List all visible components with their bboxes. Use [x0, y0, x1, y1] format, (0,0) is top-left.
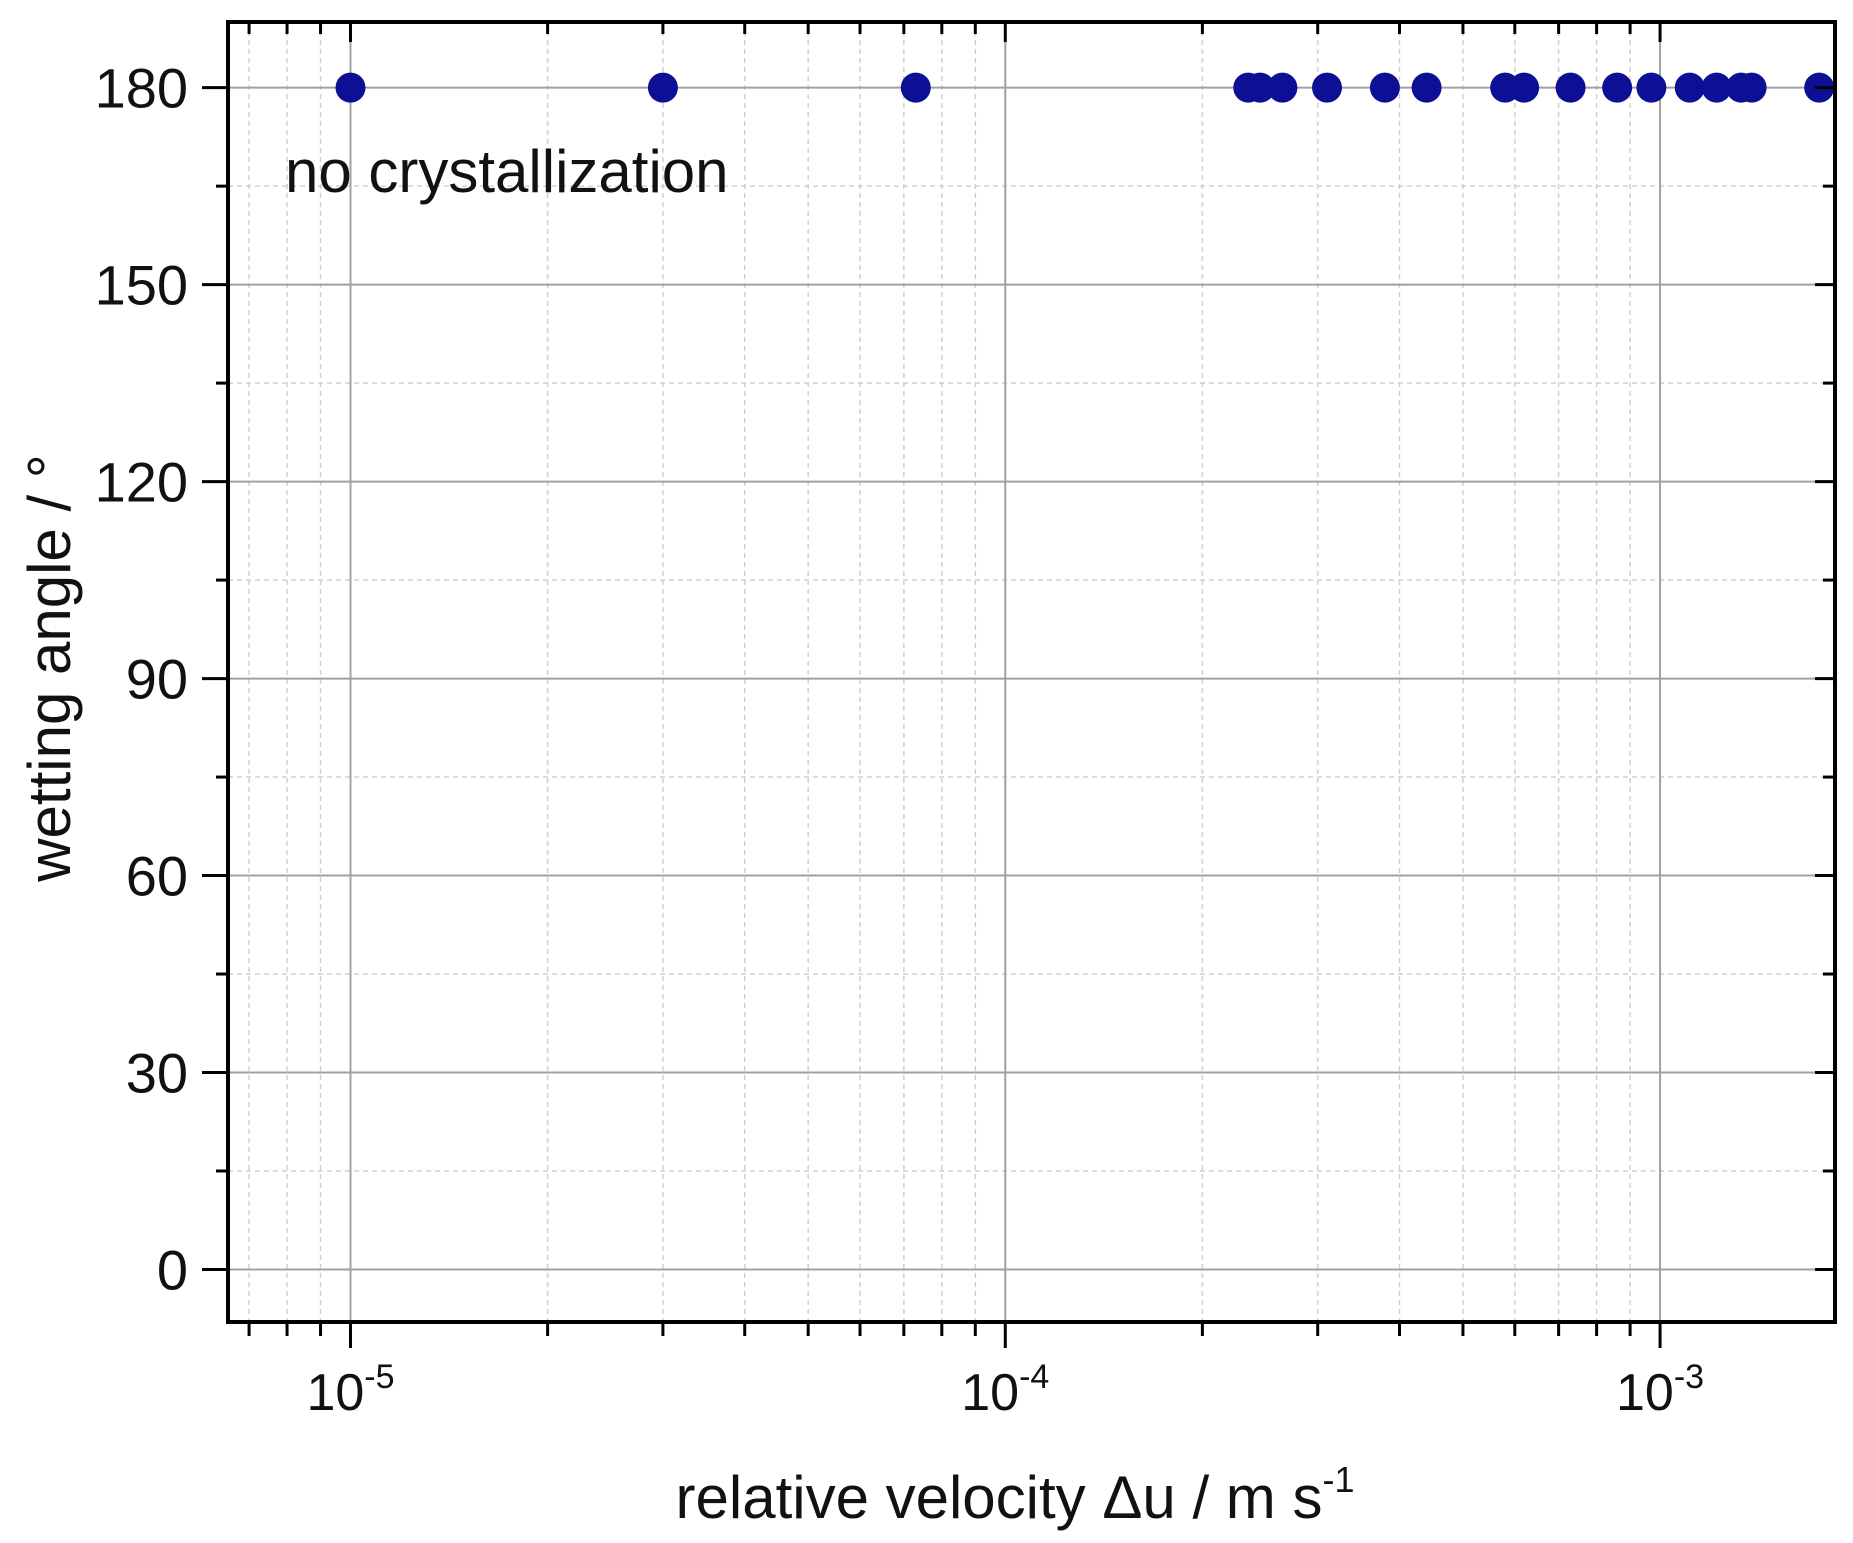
- data-point: [1602, 72, 1633, 103]
- x-axis-title-main: relative velocity Δu / m s: [676, 1464, 1323, 1531]
- x-tick-label-base: 10: [961, 1364, 1019, 1422]
- data-point: [1369, 72, 1400, 103]
- x-tick-label: 10-3: [1616, 1358, 1704, 1422]
- y-tick-label: 0: [157, 1238, 188, 1301]
- x-tick-label-exp: -3: [1674, 1358, 1704, 1396]
- data-point: [1636, 72, 1667, 103]
- grid-layer: [228, 22, 1835, 1322]
- data-point: [1245, 72, 1276, 103]
- data-point: [1267, 72, 1298, 103]
- data-point: [1312, 72, 1343, 103]
- x-tick-label-base: 10: [1616, 1364, 1674, 1422]
- x-tick-label: 10-5: [306, 1358, 394, 1422]
- plot-frame: [226, 20, 1837, 1324]
- y-tick-label: 90: [126, 648, 188, 711]
- x-tick-label: 10-4: [961, 1358, 1049, 1422]
- data-point: [900, 72, 931, 103]
- data-point: [1555, 72, 1586, 103]
- x-axis-title: relative velocity Δu / m s-1: [676, 1459, 1355, 1531]
- x-tick-label-exp: -4: [1019, 1358, 1049, 1396]
- data-point: [1674, 72, 1705, 103]
- y-tick-label: 60: [126, 845, 188, 908]
- data-point: [1509, 72, 1540, 103]
- data-point: [335, 72, 366, 103]
- y-tick-label: 30: [126, 1042, 188, 1105]
- y-tick-label: 150: [95, 254, 188, 317]
- text-layer: no crystallization relative velocity Δu …: [16, 138, 1354, 1531]
- data-point: [1736, 72, 1767, 103]
- x-axis-title-sup: -1: [1322, 1459, 1354, 1500]
- data-point: [647, 72, 678, 103]
- annotation-text: no crystallization: [285, 138, 729, 205]
- y-tick-label: 180: [95, 57, 188, 120]
- x-tick-label-base: 10: [306, 1364, 364, 1422]
- data-point: [1701, 72, 1732, 103]
- y-tick-label: 120: [95, 451, 188, 514]
- x-tick-label-exp: -5: [364, 1358, 394, 1396]
- data-point: [1411, 72, 1442, 103]
- y-axis-title: wetting angle / °: [16, 454, 83, 883]
